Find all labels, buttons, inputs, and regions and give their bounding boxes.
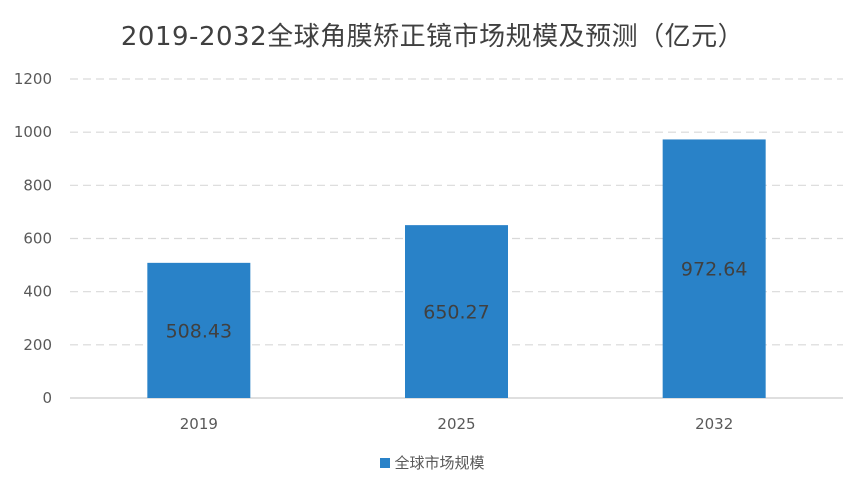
x-tick-label: 2019 [180,415,218,433]
y-tick-label: 1000 [14,123,52,141]
bars [147,139,766,398]
data-label: 650.27 [423,302,489,324]
x-tick-label: 2032 [695,415,733,433]
x-tick-label: 2025 [437,415,475,433]
bar [405,225,508,398]
legend-swatch [380,457,391,468]
bar [147,262,251,398]
data-labels: 508.43 650.27 972.64 [166,259,748,343]
legend-label: 全球市场规模 [394,454,485,472]
data-label: 972.64 [681,259,747,281]
data-label: 508.43 [166,320,232,342]
bar [662,139,766,398]
legend: 全球市场规模 [0,452,865,473]
y-tick-label: 800 [23,176,52,194]
y-tick-label: 400 [23,283,52,301]
chart-title: 2019-2032全球角膜矫正镜市场规模及预测（亿元） [120,22,745,52]
x-axis-ticks: 2019 2025 2032 [180,415,734,433]
y-tick-label: 600 [23,230,52,248]
y-tick-label: 200 [23,336,52,354]
y-axis-ticks: 0 200 400 600 800 1000 1200 [14,70,52,407]
y-tick-label: 1200 [14,70,52,88]
y-tick-label: 0 [42,389,52,407]
